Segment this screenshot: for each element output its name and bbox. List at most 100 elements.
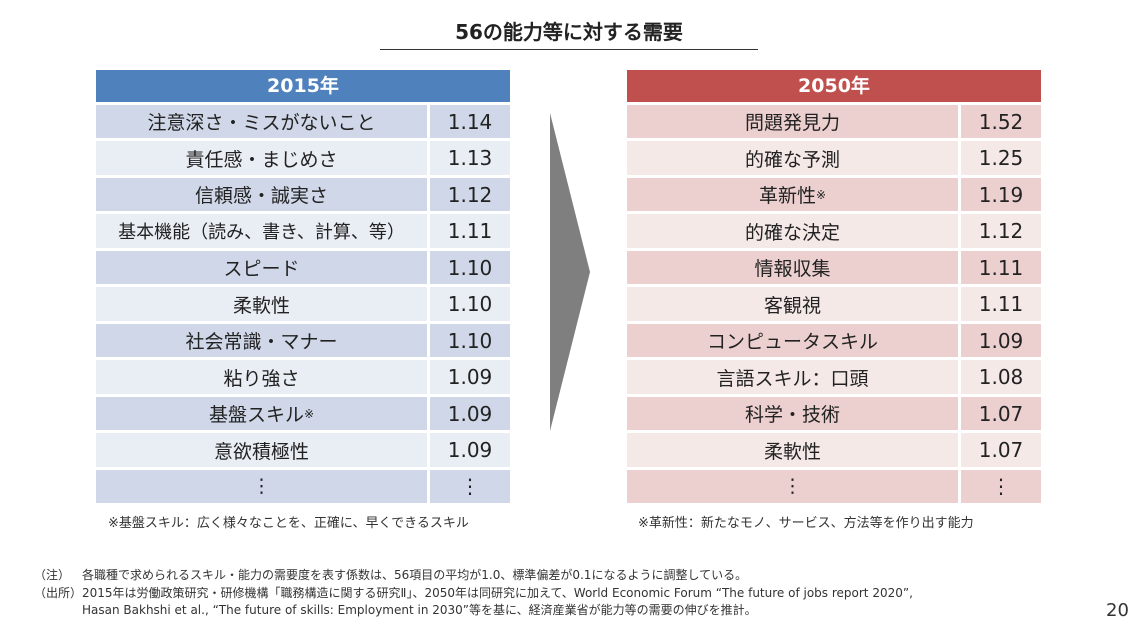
table-2050-demand-value: ⋮ xyxy=(961,469,1041,504)
table-2015-demand-value: 1.13 xyxy=(430,141,510,175)
table-2015-demand-value: 1.11 xyxy=(430,214,510,248)
footnote-source: （出所） 2015年は労働政策研究・研修機構「職務構造に関する研究Ⅱ」、2050… xyxy=(34,585,913,620)
table-2050-row: 柔軟性 1.07 xyxy=(627,433,1041,467)
table-2015-demand-value: 1.09 xyxy=(430,433,510,467)
table-2050-row: 科学・技術 1.07 xyxy=(627,396,1041,431)
skill-name: ⋮ xyxy=(783,475,802,498)
table-2015-demand-value: 1.09 xyxy=(430,360,510,394)
table-2015-demand-value: 1.10 xyxy=(430,250,510,285)
skill-name: 注意深さ・ミスがないこと xyxy=(147,112,376,135)
table-2050-row: 情報収集 1.11 xyxy=(627,250,1041,285)
skill-name: 柔軟性 xyxy=(232,294,290,317)
footnote-mark: ※ xyxy=(303,406,315,421)
table-2015-skill-label: 責任感・まじめさ xyxy=(96,141,427,175)
table-2050: 2050年 問題発見力 1.52 的確な予測 1.25 革新性 ※ 1.19 的確な決定 1.1… xyxy=(627,70,1041,506)
skill-name: 客観視 xyxy=(763,294,821,317)
footnote-line: 各職種で求められるスキル・能力の需要度を表す係数は、56項目の平均が1.0、標準… xyxy=(82,568,748,582)
skill-name: 的確な決定 xyxy=(744,221,840,244)
table-2015-skill-label: スピード xyxy=(96,250,427,285)
table-2050-row: 革新性 ※ 1.19 xyxy=(627,177,1041,212)
skill-name: 言語スキル：口頭 xyxy=(716,367,869,390)
note-2015: ※基盤スキル：広く様々なことを、正確に、早くできるスキル xyxy=(108,516,469,531)
table-2050-row: コンピュータスキル 1.09 xyxy=(627,323,1041,358)
table-2015-row: スピード 1.10 xyxy=(96,250,510,285)
skill-name: 意欲積極性 xyxy=(213,440,309,463)
table-2015-demand-value: ⋮ xyxy=(430,469,510,504)
table-2050-skill-label: 言語スキル：口頭 xyxy=(627,360,958,394)
table-2050-skill-label: 的確な予測 xyxy=(627,141,958,175)
skill-name: 基本機能（読み、書き、計算、等） xyxy=(118,222,405,244)
table-2050-row: 的確な決定 1.12 xyxy=(627,214,1041,248)
table-2015-row: 基本機能（読み、書き、計算、等） 1.11 xyxy=(96,214,510,248)
table-2015-row: 責任感・まじめさ 1.13 xyxy=(96,141,510,175)
footnotes: （注） 各職種で求められるスキル・能力の需要度を表す係数は、56項目の平均が1.… xyxy=(34,567,913,620)
table-2015-skill-label: 信頼感・誠実さ xyxy=(96,177,427,212)
table-2050-skill-label: 的確な決定 xyxy=(627,214,958,248)
skill-name: 的確な予測 xyxy=(744,148,840,171)
footnote-line: 2015年は労働政策研究・研修機構「職務構造に関する研究Ⅱ」、2050年は同研究… xyxy=(82,585,913,600)
slide-title: 56の能力等に対する需要 xyxy=(380,14,758,50)
skill-name: 社会常識・マナー xyxy=(185,331,338,354)
skill-name: 革新性 xyxy=(758,185,816,208)
table-2015-row: 粘り強さ 1.09 xyxy=(96,360,510,394)
skill-name: 科学・技術 xyxy=(744,404,840,427)
page-number: 20 xyxy=(1106,600,1129,621)
table-2050-demand-value: 1.09 xyxy=(961,323,1041,358)
table-2050-demand-value: 1.25 xyxy=(961,141,1041,175)
table-2015-skill-label: 柔軟性 xyxy=(96,287,427,321)
table-2050-demand-value: 1.19 xyxy=(961,177,1041,212)
table-2050-demand-value: 1.11 xyxy=(961,250,1041,285)
table-2015-skill-label: 社会常識・マナー xyxy=(96,323,427,358)
table-2015-header: 2015年 xyxy=(96,70,510,102)
table-2050-row: 的確な予測 1.25 xyxy=(627,141,1041,175)
table-2050-demand-value: 1.11 xyxy=(961,287,1041,321)
skill-name: コンピュータスキル xyxy=(706,331,878,354)
table-2015-demand-value: 1.12 xyxy=(430,177,510,212)
skill-name: 信頼感・誠実さ xyxy=(194,185,328,208)
table-2050-row: 言語スキル：口頭 1.08 xyxy=(627,360,1041,394)
table-2050-demand-value: 1.52 xyxy=(961,105,1041,139)
table-2015-skill-label: 基本機能（読み、書き、計算、等） xyxy=(96,214,427,248)
table-2050-row: 問題発見力 1.52 xyxy=(627,105,1041,139)
table-2015-row: 社会常識・マナー 1.10 xyxy=(96,323,510,358)
footnote-tag: （注） xyxy=(34,568,71,582)
table-2015-demand-value: 1.10 xyxy=(430,287,510,321)
table-2050-demand-value: 1.07 xyxy=(961,433,1041,467)
footnote-note: （注） 各職種で求められるスキル・能力の需要度を表す係数は、56項目の平均が1.… xyxy=(34,567,913,585)
table-2050-skill-label: 客観視 xyxy=(627,287,958,321)
chevron-arrow-icon xyxy=(550,113,590,431)
skill-name: ⋮ xyxy=(252,475,271,498)
skill-name: 基盤スキル xyxy=(208,404,304,427)
footnote-mark: ※ xyxy=(815,187,827,202)
table-2050-skill-label: 科学・技術 xyxy=(627,396,958,431)
table-2015-row: 信頼感・誠実さ 1.12 xyxy=(96,177,510,212)
skill-name: 問題発見力 xyxy=(744,112,840,135)
table-2050-row: 客観視 1.11 xyxy=(627,287,1041,321)
skill-name: スピード xyxy=(223,258,300,281)
footnote-line: Hasan Bakhshi et al., “The future of ski… xyxy=(82,603,757,617)
table-2050-skill-label: 柔軟性 xyxy=(627,433,958,467)
table-2050-header: 2050年 xyxy=(627,70,1041,102)
table-2050-demand-value: 1.08 xyxy=(961,360,1041,394)
table-2050-skill-label: コンピュータスキル xyxy=(627,323,958,358)
table-2015-skill-label: 基盤スキル ※ xyxy=(96,396,427,431)
table-2050-demand-value: 1.12 xyxy=(961,214,1041,248)
note-2050: ※革新性：新たなモノ、サービス、方法等を作り出す能力 xyxy=(638,516,974,531)
table-2015-skill-label: 粘り強さ xyxy=(96,360,427,394)
table-2050-skill-label: 情報収集 xyxy=(627,250,958,285)
table-2015-demand-value: 1.14 xyxy=(430,105,510,139)
table-2050-row: ⋮ ⋮ xyxy=(627,469,1041,504)
skill-name: 責任感・まじめさ xyxy=(185,148,338,171)
table-2015-skill-label: 注意深さ・ミスがないこと xyxy=(96,105,427,139)
table-2015: 2015年 注意深さ・ミスがないこと 1.14 責任感・まじめさ 1.13 信頼感・誠実… xyxy=(96,70,510,506)
skill-name: 粘り強さ xyxy=(223,367,300,390)
footnote-tag: （出所） xyxy=(34,585,83,600)
table-2015-row: 注意深さ・ミスがないこと 1.14 xyxy=(96,105,510,139)
table-2050-skill-label: ⋮ xyxy=(627,469,958,504)
table-2015-demand-value: 1.10 xyxy=(430,323,510,358)
skill-name: 情報収集 xyxy=(754,258,831,281)
table-2050-demand-value: 1.07 xyxy=(961,396,1041,431)
table-2015-row: ⋮ ⋮ xyxy=(96,469,510,504)
skill-name: 柔軟性 xyxy=(763,440,821,463)
table-2015-row: 基盤スキル ※ 1.09 xyxy=(96,396,510,431)
